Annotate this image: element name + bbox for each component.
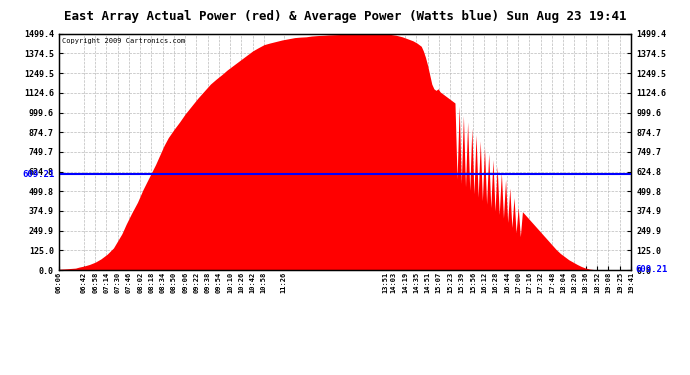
Text: Copyright 2009 Cartronics.com: Copyright 2009 Cartronics.com <box>61 39 185 45</box>
Text: East Array Actual Power (red) & Average Power (Watts blue) Sun Aug 23 19:41: East Array Actual Power (red) & Average … <box>63 10 627 23</box>
Text: 609.21: 609.21 <box>22 170 55 178</box>
Text: 609.21: 609.21 <box>635 266 668 274</box>
